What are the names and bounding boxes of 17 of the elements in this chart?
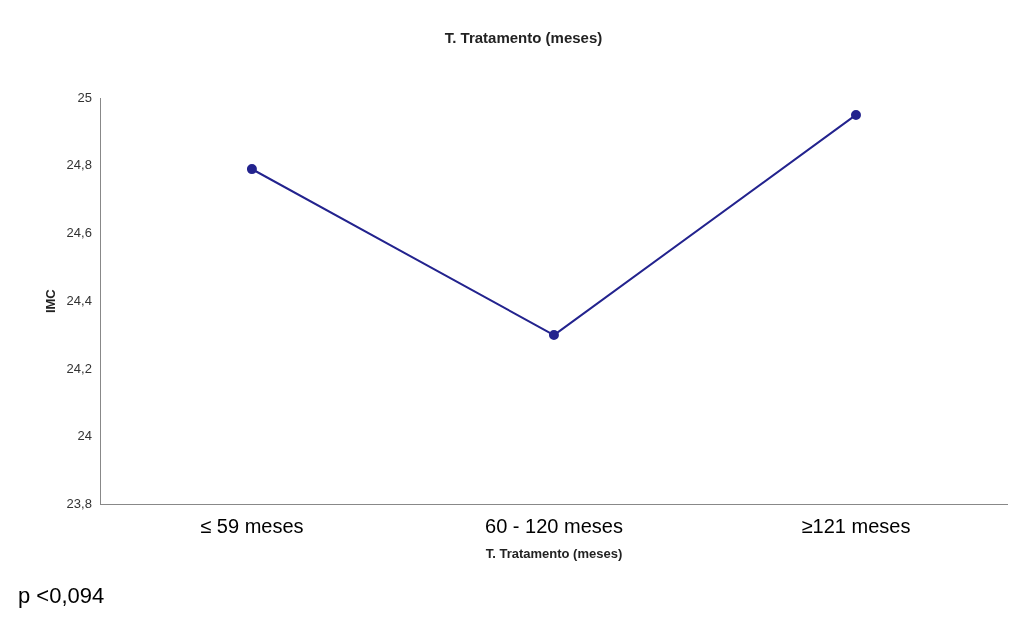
y-tick-label: 24,8 — [66, 157, 92, 173]
point — [246, 164, 257, 175]
x-tick-label: 60 - 120 meses — [485, 514, 623, 537]
y-tick-label: 24 — [77, 428, 92, 444]
y-tick-label: 24,2 — [66, 360, 92, 376]
x-tick-label: ≤ 59 meses — [200, 514, 304, 537]
y-tick-label: 24,6 — [66, 225, 92, 241]
x-tick-label: ≥121 meses — [801, 514, 911, 537]
point — [850, 109, 861, 120]
y-tick-label: 25 — [77, 89, 92, 105]
text: p <0,094 — [18, 583, 105, 609]
y-tick-label: 23,8 — [66, 495, 92, 511]
point — [548, 330, 559, 341]
x-axis-title: T. Tratamento (meses) — [485, 545, 623, 561]
y-tick-label: 24,4 — [66, 292, 92, 308]
y-axis-title: IMC — [43, 288, 59, 314]
chart-title: T. Tratamento (meses) — [444, 29, 603, 47]
